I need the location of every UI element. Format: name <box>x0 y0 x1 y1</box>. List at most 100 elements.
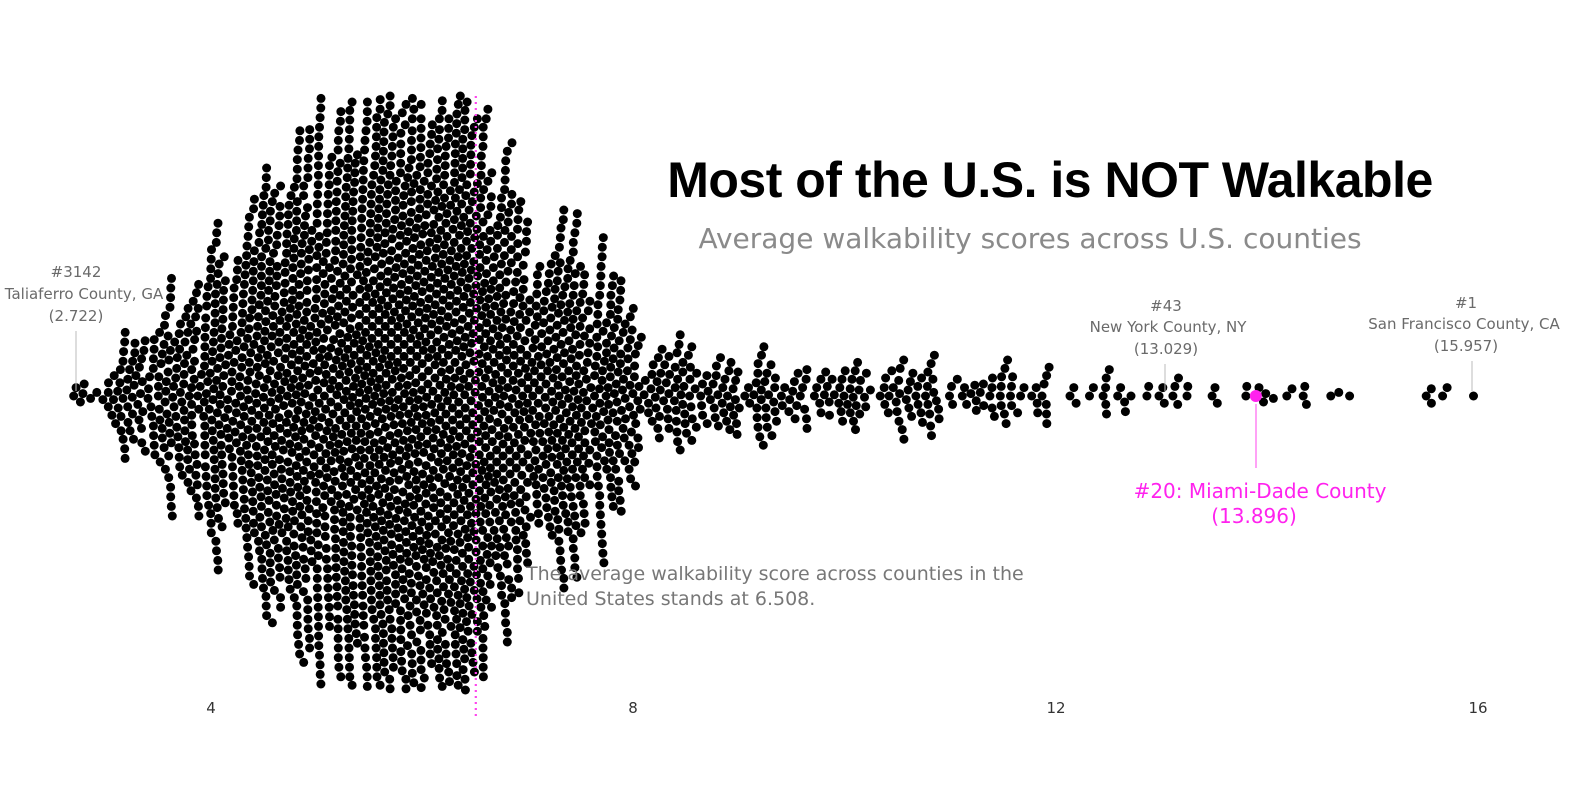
data-point <box>443 312 453 322</box>
data-point <box>530 335 540 345</box>
data-point <box>127 392 137 402</box>
data-point <box>179 405 189 415</box>
data-point <box>562 457 572 467</box>
data-point <box>351 629 361 639</box>
data-point <box>387 374 397 384</box>
data-point <box>802 365 812 375</box>
data-point <box>347 277 356 287</box>
data-point <box>372 242 382 252</box>
data-point <box>597 443 607 453</box>
data-point <box>386 339 396 349</box>
data-point <box>207 415 217 425</box>
data-point <box>347 254 356 264</box>
data-point <box>328 432 338 442</box>
data-point <box>475 555 485 565</box>
data-point <box>449 510 459 520</box>
data-point <box>343 163 353 173</box>
data-point <box>398 487 408 497</box>
data-point <box>460 403 470 413</box>
data-point <box>467 197 477 207</box>
data-point <box>300 389 310 399</box>
data-point <box>348 392 357 402</box>
data-point <box>380 422 390 432</box>
data-point <box>372 662 382 672</box>
data-point <box>975 387 985 397</box>
data-point <box>390 272 400 282</box>
data-point <box>292 601 302 611</box>
data-point <box>341 182 351 192</box>
data-point <box>356 242 366 252</box>
data-point <box>381 404 391 414</box>
data-point <box>149 431 159 441</box>
data-point <box>398 211 408 221</box>
data-point <box>202 291 212 301</box>
data-point <box>474 437 484 447</box>
data-point <box>538 451 548 461</box>
data-point <box>345 115 355 125</box>
data-point <box>521 315 531 325</box>
data-point <box>416 655 426 665</box>
data-point <box>426 330 436 340</box>
data-point <box>517 470 527 480</box>
data-point <box>120 444 130 454</box>
data-point <box>1159 398 1169 408</box>
data-point <box>553 266 563 276</box>
data-point <box>299 554 309 564</box>
data-point <box>580 473 590 483</box>
data-point <box>400 181 410 191</box>
data-point <box>296 397 306 407</box>
data-point <box>543 366 553 376</box>
data-point <box>299 230 309 240</box>
data-point <box>180 426 190 436</box>
data-point <box>407 312 417 322</box>
data-point <box>503 266 513 276</box>
data-point <box>312 509 322 519</box>
data-point <box>258 573 267 583</box>
data-point <box>411 281 421 291</box>
data-point <box>590 361 600 371</box>
data-point <box>659 396 669 406</box>
data-point <box>439 180 449 190</box>
data-point <box>366 377 376 387</box>
data-point <box>557 481 566 491</box>
data-point <box>455 623 465 633</box>
data-point <box>375 95 385 105</box>
data-point <box>359 276 368 286</box>
data-point <box>459 644 469 654</box>
data-point <box>569 386 579 396</box>
data-point <box>187 420 197 430</box>
data-point <box>547 530 557 540</box>
data-point <box>590 371 600 381</box>
data-point <box>788 386 798 396</box>
data-point <box>426 594 436 604</box>
data-point <box>509 438 519 448</box>
data-point <box>393 253 403 263</box>
data-point <box>459 374 469 384</box>
data-point <box>427 261 437 271</box>
data-point <box>388 450 398 460</box>
data-point <box>682 428 691 438</box>
data-point <box>655 411 664 421</box>
data-point <box>745 398 755 408</box>
data-point <box>381 465 390 475</box>
data-point <box>326 343 336 353</box>
data-point <box>282 248 292 258</box>
data-point <box>593 300 603 310</box>
data-point <box>417 545 427 555</box>
data-point <box>373 223 383 233</box>
data-point <box>492 243 502 253</box>
data-point <box>329 284 339 294</box>
data-point <box>373 213 383 223</box>
data-point <box>448 482 458 492</box>
data-point <box>926 359 936 369</box>
data-point <box>424 366 433 376</box>
data-point <box>385 614 395 624</box>
data-point <box>401 527 411 537</box>
data-point <box>570 269 580 279</box>
data-point <box>332 312 342 322</box>
data-point <box>462 236 471 246</box>
data-point <box>346 531 355 541</box>
data-point <box>416 114 426 124</box>
data-point <box>483 176 493 186</box>
data-point <box>346 522 355 532</box>
